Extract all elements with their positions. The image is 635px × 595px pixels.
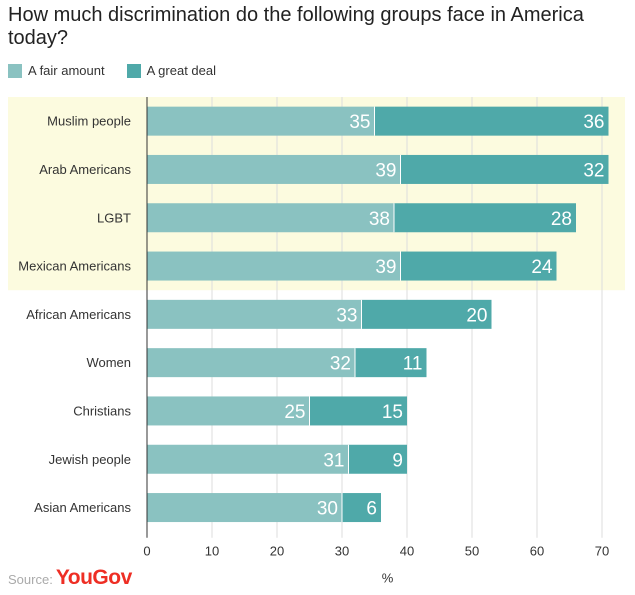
category-label: Mexican Americans bbox=[18, 259, 131, 274]
value-label: 15 bbox=[382, 402, 403, 423]
bar-a-fair-amount-mexican-americans[interactable] bbox=[147, 251, 401, 281]
value-label: 39 bbox=[375, 257, 396, 278]
x-axis-label: % bbox=[382, 571, 394, 586]
value-label: 30 bbox=[317, 499, 338, 520]
legend-label: A fair amount bbox=[28, 63, 105, 78]
value-labels: 35 36 39 32 38 28 39 24 33 20 32 11 25 15 31 9 30 6 bbox=[284, 112, 604, 519]
value-label: 20 bbox=[466, 305, 487, 326]
x-tick-label: 0 bbox=[143, 544, 150, 559]
bar-a-fair-amount-women[interactable] bbox=[147, 348, 355, 378]
bar-a-great-deal-muslim-people[interactable] bbox=[374, 106, 609, 136]
source: Source: YouGov bbox=[8, 566, 132, 590]
bar-a-great-deal-mexican-americans[interactable] bbox=[400, 251, 557, 281]
category-label: African Americans bbox=[26, 307, 131, 322]
value-label: 28 bbox=[551, 209, 572, 230]
bar-a-great-deal-asian-americans[interactable] bbox=[342, 493, 381, 523]
bar-a-great-deal-christians[interactable] bbox=[309, 396, 408, 426]
bars bbox=[147, 106, 609, 523]
bar-a-fair-amount-christians[interactable] bbox=[147, 396, 310, 426]
legend-swatch bbox=[8, 63, 22, 78]
category-label: Asian Americans bbox=[34, 500, 131, 515]
bar-a-fair-amount-jewish-people[interactable] bbox=[147, 444, 349, 474]
chart-title: How much discrimination do the following… bbox=[8, 4, 584, 49]
category-label: Muslim people bbox=[47, 114, 131, 129]
category-label: Women bbox=[86, 355, 131, 370]
bar-a-fair-amount-asian-americans[interactable] bbox=[147, 493, 342, 523]
x-tick-label: 30 bbox=[335, 544, 349, 559]
source-label: Source: bbox=[8, 572, 53, 587]
bar-a-great-deal-arab-americans[interactable] bbox=[400, 154, 609, 184]
bar-a-great-deal-lgbt[interactable] bbox=[394, 203, 576, 233]
category-label: Christians bbox=[73, 403, 131, 418]
category-label: LGBT bbox=[97, 210, 131, 225]
value-label: 9 bbox=[392, 450, 403, 471]
x-tick-label: 60 bbox=[530, 544, 544, 559]
category-label: Jewish people bbox=[49, 452, 131, 467]
bar-a-great-deal-jewish-people[interactable] bbox=[348, 444, 408, 474]
category-labels: Muslim people Arab Americans LGBT Mexican A… bbox=[18, 114, 131, 515]
value-label: 35 bbox=[349, 112, 370, 133]
x-tick-label: 20 bbox=[270, 544, 284, 559]
legend: A fair amount A great deal bbox=[8, 63, 238, 78]
value-label: 36 bbox=[583, 112, 604, 133]
x-tick-labels: 0 10 20 30 40 50 60 70 bbox=[143, 544, 609, 559]
value-label: 32 bbox=[330, 354, 351, 375]
bar-a-great-deal-african-americans[interactable] bbox=[361, 299, 492, 329]
legend-item-fair-amount[interactable]: A fair amount bbox=[8, 63, 105, 78]
value-label: 6 bbox=[366, 499, 377, 520]
bar-a-fair-amount-lgbt[interactable] bbox=[147, 203, 394, 233]
value-label: 11 bbox=[403, 354, 423, 375]
bar-a-fair-amount-african-americans[interactable] bbox=[147, 299, 362, 329]
x-tick-label: 70 bbox=[595, 544, 609, 559]
x-tick-label: 40 bbox=[400, 544, 414, 559]
x-tick-label: 10 bbox=[205, 544, 219, 559]
value-label: 39 bbox=[375, 160, 396, 181]
value-label: 32 bbox=[583, 160, 604, 181]
bar-a-great-deal-women[interactable] bbox=[355, 348, 427, 378]
value-label: 24 bbox=[531, 257, 553, 278]
category-label: Arab Americans bbox=[39, 162, 131, 177]
value-label: 33 bbox=[336, 305, 357, 326]
x-tick-label: 50 bbox=[465, 544, 479, 559]
legend-item-great-deal[interactable]: A great deal bbox=[126, 63, 216, 78]
legend-label: A great deal bbox=[146, 63, 216, 78]
legend-swatch bbox=[126, 63, 141, 78]
value-label: 38 bbox=[369, 209, 390, 230]
bar-a-fair-amount-arab-americans[interactable] bbox=[147, 154, 401, 184]
yougov-logo: YouGov bbox=[55, 566, 132, 589]
bar-a-fair-amount-muslim-people[interactable] bbox=[147, 106, 375, 136]
value-label: 25 bbox=[284, 402, 305, 423]
value-label: 31 bbox=[323, 450, 344, 471]
